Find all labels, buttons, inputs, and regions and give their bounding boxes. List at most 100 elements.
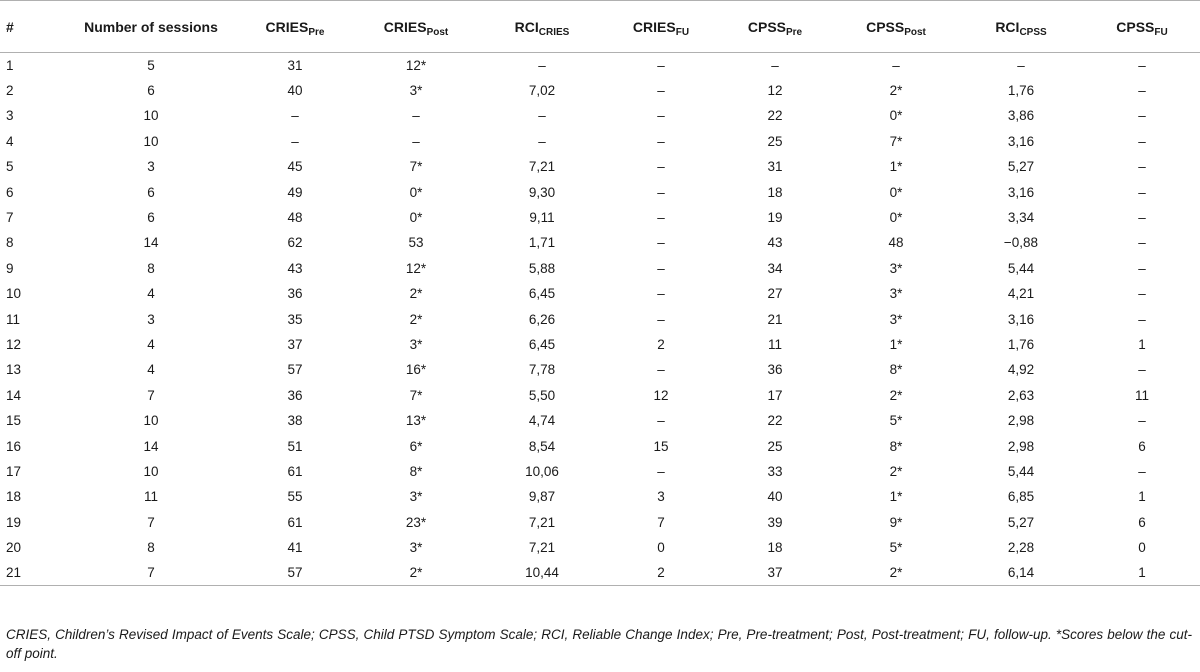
table-cell: 12*	[405, 57, 427, 73]
table-cell: 5,27	[1007, 159, 1035, 175]
table-cell: 21	[767, 311, 783, 327]
table-cell: 0	[1138, 540, 1146, 556]
table-cell: 10	[6, 286, 22, 302]
table-cell: 2*	[889, 387, 903, 403]
table-cell: 55	[287, 489, 303, 505]
table-cell: 15	[6, 413, 22, 429]
column-header-subscript: CPSS	[1019, 26, 1047, 38]
table-cell: 7*	[889, 133, 903, 149]
table-cell: –	[657, 83, 665, 99]
table-cell: 16*	[405, 362, 427, 378]
table-row: 16 14 51 6* 8,54 15 25 8* 2,98 6	[0, 433, 1200, 458]
table-footnote: CRIES, Children’s Revised Impact of Even…	[6, 627, 1192, 661]
table-cell: –	[1138, 235, 1146, 251]
table-cell: 36	[287, 286, 303, 302]
table-cell: –	[1138, 159, 1146, 175]
table-row: 4 10 – – – – 25 7* 3,16 –	[0, 129, 1200, 154]
table-cell: –	[412, 133, 420, 149]
table-cell: 9,11	[529, 210, 555, 226]
table-cell: 10	[143, 133, 159, 149]
table-cell: 19	[767, 210, 783, 226]
table-cell: 22	[767, 108, 783, 124]
table-row: 7 6 48 0* 9,11 – 19 0* 3,34 –	[0, 205, 1200, 230]
table-cell: 9	[6, 260, 14, 276]
table-cell: 1	[1138, 336, 1146, 352]
table-cell: –	[1138, 311, 1146, 327]
table-row: 18 11 55 3* 9,87 3 40 1* 6,85 1	[0, 484, 1200, 509]
table-cell: 3*	[889, 311, 903, 327]
table-row: 20 8 41 3* 7,21 0 18 5* 2,28 0	[0, 535, 1200, 560]
table-cell: 10,06	[525, 463, 559, 479]
table-cell: 6	[147, 184, 155, 200]
table-row: 21 7 57 2* 10,44 2 37 2* 6,14 1	[0, 560, 1200, 587]
table-cell: –	[1138, 210, 1146, 226]
table-cell: 2,98	[1007, 413, 1035, 429]
table-cell: 17	[767, 387, 783, 403]
table-cell: 14	[143, 235, 159, 251]
table-cell: 37	[287, 336, 303, 352]
table-cell: 5*	[889, 413, 903, 429]
table-row: 1 5 31 12* – – – – – –	[0, 53, 1200, 78]
table-cell: 3	[657, 489, 665, 505]
table-cell: 7,21	[528, 159, 556, 175]
table-cell: 9*	[889, 514, 903, 530]
table-row: 19 7 61 23* 7,21 7 39 9* 5,27 6	[0, 510, 1200, 535]
table-cell: –	[1138, 362, 1146, 378]
table-cell: 12	[653, 387, 669, 403]
table-cell: 3*	[409, 540, 423, 556]
column-header-subscript: FU	[675, 26, 690, 38]
table-cell: 38	[287, 413, 303, 429]
table-cell: 14	[143, 438, 159, 454]
table-cell: 0*	[889, 184, 903, 200]
table-cell: 8*	[409, 463, 423, 479]
table-cell: 57	[287, 362, 303, 378]
table-cell: 2*	[354, 560, 478, 587]
table-row: 11 3 35 2* 6,26 – 21 3* 3,16 –	[0, 306, 1200, 331]
table-cell: 45	[287, 159, 303, 175]
table-cell: 6*	[409, 438, 423, 454]
table-cell: –	[1138, 286, 1146, 302]
table-cell: 2	[606, 560, 716, 587]
column-header-subscript: Pre	[308, 26, 325, 38]
table-cell: 61	[287, 463, 303, 479]
table-cell: –	[657, 210, 665, 226]
table-cell: –	[657, 286, 665, 302]
column-header: CPSSPost	[834, 0, 958, 53]
table-cell: 4,74	[528, 413, 556, 429]
table-cell: –	[657, 57, 665, 73]
table-cell: 7,21	[528, 514, 556, 530]
table-cell: 7,21	[528, 540, 556, 556]
table-cell: 7	[657, 514, 665, 530]
column-header: RCICPSS	[958, 0, 1084, 53]
table-cell: –	[1138, 463, 1146, 479]
table-cell: 18	[767, 184, 783, 200]
table-cell: 8*	[889, 362, 903, 378]
table-cell: 10	[143, 413, 159, 429]
table-cell: 3	[6, 108, 14, 124]
table-cell: 62	[287, 235, 303, 251]
table-cell: 4,92	[1007, 362, 1035, 378]
table-cell: 2*	[409, 311, 423, 327]
table-cell: 36	[287, 387, 303, 403]
table-cell: 8,54	[528, 438, 556, 454]
table-cell: 6	[6, 184, 14, 200]
table-cell: 2,98	[1007, 438, 1035, 454]
table-cell: 6,45	[528, 286, 556, 302]
table-row: 13 4 57 16* 7,78 – 36 8* 4,92 –	[0, 357, 1200, 382]
table-cell: –	[538, 133, 546, 149]
table-cell: 4,21	[1007, 286, 1035, 302]
table-cell: 10	[143, 463, 159, 479]
table-cell: 3,16	[1007, 133, 1035, 149]
table-cell: –	[1138, 260, 1146, 276]
table-cell: 31	[287, 57, 303, 73]
table-cell: 13	[6, 362, 22, 378]
table-cell: 0*	[409, 210, 423, 226]
table-cell: 13*	[405, 413, 427, 429]
table-cell: 51	[287, 438, 303, 454]
table-cell: 23*	[405, 514, 427, 530]
column-header: #	[0, 0, 66, 53]
table-row: 14 7 36 7* 5,50 12 17 2* 2,63 11	[0, 383, 1200, 408]
table-cell: 2	[6, 83, 14, 99]
table-cell: 31	[767, 159, 783, 175]
table-cell: –	[657, 260, 665, 276]
